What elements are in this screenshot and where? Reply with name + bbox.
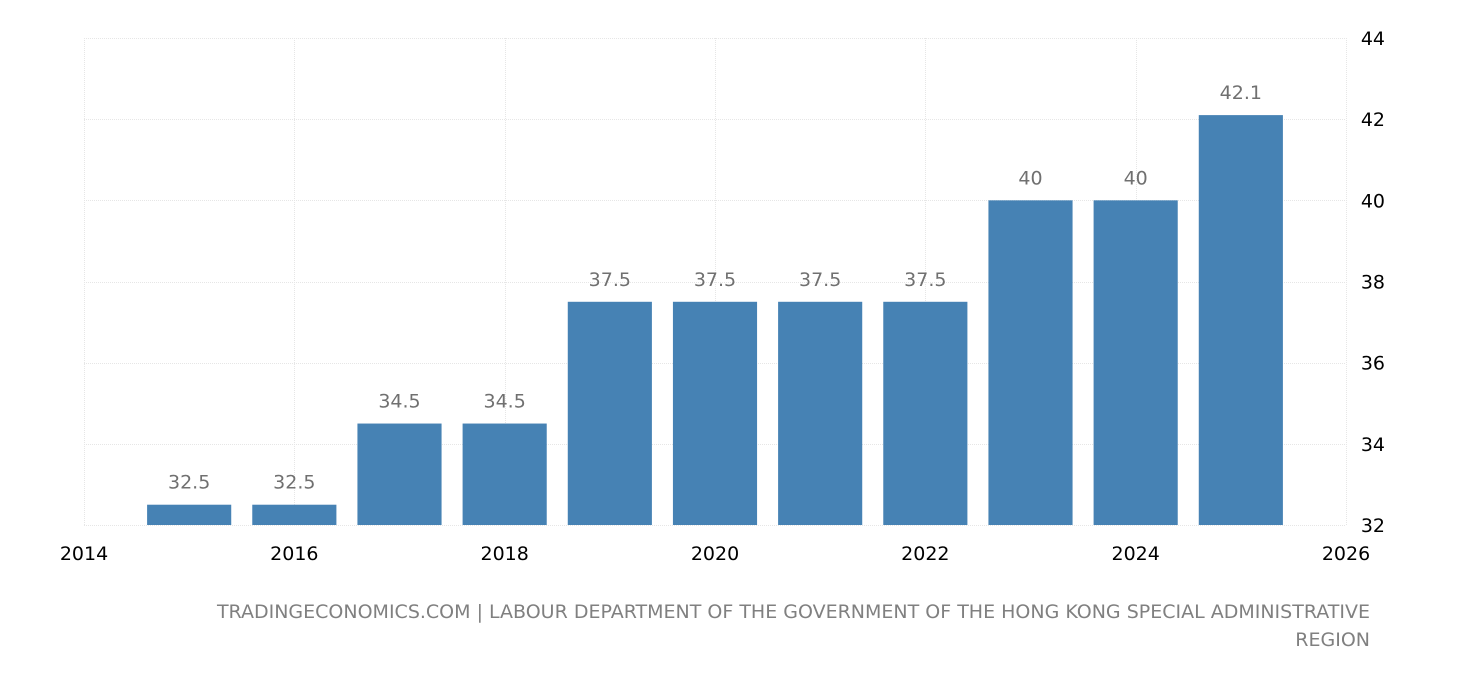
bar-2023	[988, 200, 1073, 526]
bar-2019	[567, 301, 652, 525]
data-label-2025: 42.1	[1220, 82, 1262, 104]
x-tick-2014: 2014	[60, 543, 108, 565]
x-tick-2026: 2026	[1322, 543, 1370, 565]
y-tick-36: 36	[1361, 353, 1385, 375]
x-tick-2018: 2018	[480, 543, 528, 565]
value-labels: 32.5 32.5 34.5 34.5 37.5 37.5 37.5 37.5 40 40 42.1	[168, 82, 1262, 494]
bar-2024	[1093, 200, 1178, 526]
x-axis-ticks: 2014 2016 2018 2020 2022 2024 2026	[60, 543, 1370, 565]
bar-2021	[778, 301, 863, 525]
x-tick-2022: 2022	[901, 543, 949, 565]
x-tick-2020: 2020	[691, 543, 739, 565]
y-axis-ticks: 32 34 36 38 40 42 44	[1361, 28, 1385, 537]
data-label-2020: 37.5	[694, 269, 736, 291]
bar-2018	[462, 423, 547, 525]
bar-2020	[672, 301, 758, 525]
x-tick-2024: 2024	[1111, 543, 1159, 565]
y-tick-34: 34	[1361, 434, 1385, 456]
bar-2015	[147, 504, 232, 525]
data-label-2018: 34.5	[484, 391, 526, 413]
bars	[147, 115, 1283, 526]
y-tick-42: 42	[1361, 109, 1385, 131]
x-tick-2016: 2016	[270, 543, 318, 565]
data-label-2024: 40	[1124, 167, 1148, 189]
y-tick-32: 32	[1361, 515, 1385, 537]
y-tick-40: 40	[1361, 190, 1385, 212]
bar-2017	[357, 423, 442, 525]
data-label-2017: 34.5	[378, 391, 420, 413]
bar-2022	[883, 301, 968, 525]
data-label-2021: 37.5	[799, 269, 841, 291]
bar-2016	[252, 504, 337, 525]
data-label-2019: 37.5	[589, 269, 631, 291]
data-label-2016: 32.5	[273, 472, 315, 494]
data-label-2015: 32.5	[168, 472, 210, 494]
bar-2025	[1198, 115, 1283, 525]
source-attribution: TRADINGECONOMICS.COM | LABOUR DEPARTMENT…	[216, 601, 1370, 651]
data-label-2023: 40	[1018, 167, 1042, 189]
y-tick-44: 44	[1361, 28, 1385, 50]
data-label-2022: 37.5	[904, 269, 946, 291]
y-tick-38: 38	[1361, 272, 1385, 294]
